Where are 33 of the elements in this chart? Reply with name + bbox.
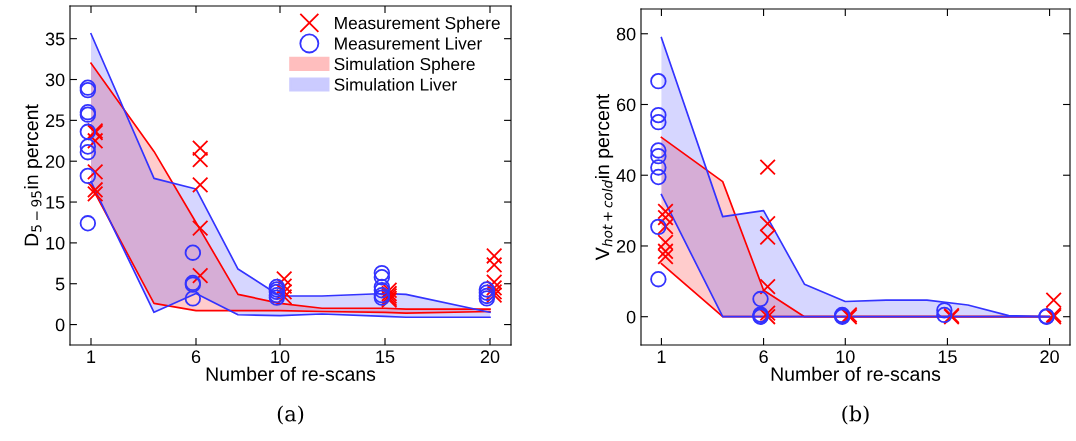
x-tick-label: 20	[480, 350, 500, 364]
x-tick-label: 6	[759, 350, 768, 364]
legend-label: Simulation Liver	[334, 77, 457, 91]
legend-label: Simulation Sphere	[334, 57, 475, 74]
x-axis-title: Number of re-scans	[206, 366, 376, 381]
y-tick-label: 10	[46, 236, 65, 250]
x-tick-label: 1	[87, 350, 96, 363]
y-axis-title: V$_{hot+cold}$in percent	[595, 94, 614, 261]
x-tick-label: 10	[271, 350, 290, 364]
x-axis-title: Number of re-scans	[771, 366, 941, 381]
y-tick-label: 80	[616, 27, 636, 41]
x-tick-label: 15	[938, 350, 957, 364]
y-tick-label: 5	[55, 277, 65, 291]
y-tick-label: 30	[45, 73, 65, 87]
x-tick-label: 10	[836, 350, 855, 364]
y-tick-label: 25	[45, 114, 65, 128]
x-tick-label: 6	[191, 350, 201, 364]
x-tick-label: 15	[376, 350, 395, 364]
y-tick-label: 0	[55, 318, 65, 332]
x-tick-label: 1	[657, 350, 666, 363]
y-tick-label: 20	[616, 239, 636, 253]
y-tick-label: 20	[45, 155, 65, 168]
legend-label: Measurement Liver	[335, 36, 482, 50]
y-tick-label: 35	[45, 32, 65, 46]
y-axis-title: D$_{5−95}$in percent	[24, 104, 43, 246]
y-tick-label: 60	[616, 98, 636, 112]
y-tick-label: 15	[46, 196, 65, 209]
y-tick-label: 0	[626, 310, 636, 324]
text: (b)	[842, 405, 869, 425]
y-tick-label: 40	[616, 169, 636, 182]
legend-label: Measurement Sphere	[335, 16, 500, 33]
text: (a)	[277, 405, 304, 425]
x-tick-label: 20	[1040, 350, 1059, 364]
